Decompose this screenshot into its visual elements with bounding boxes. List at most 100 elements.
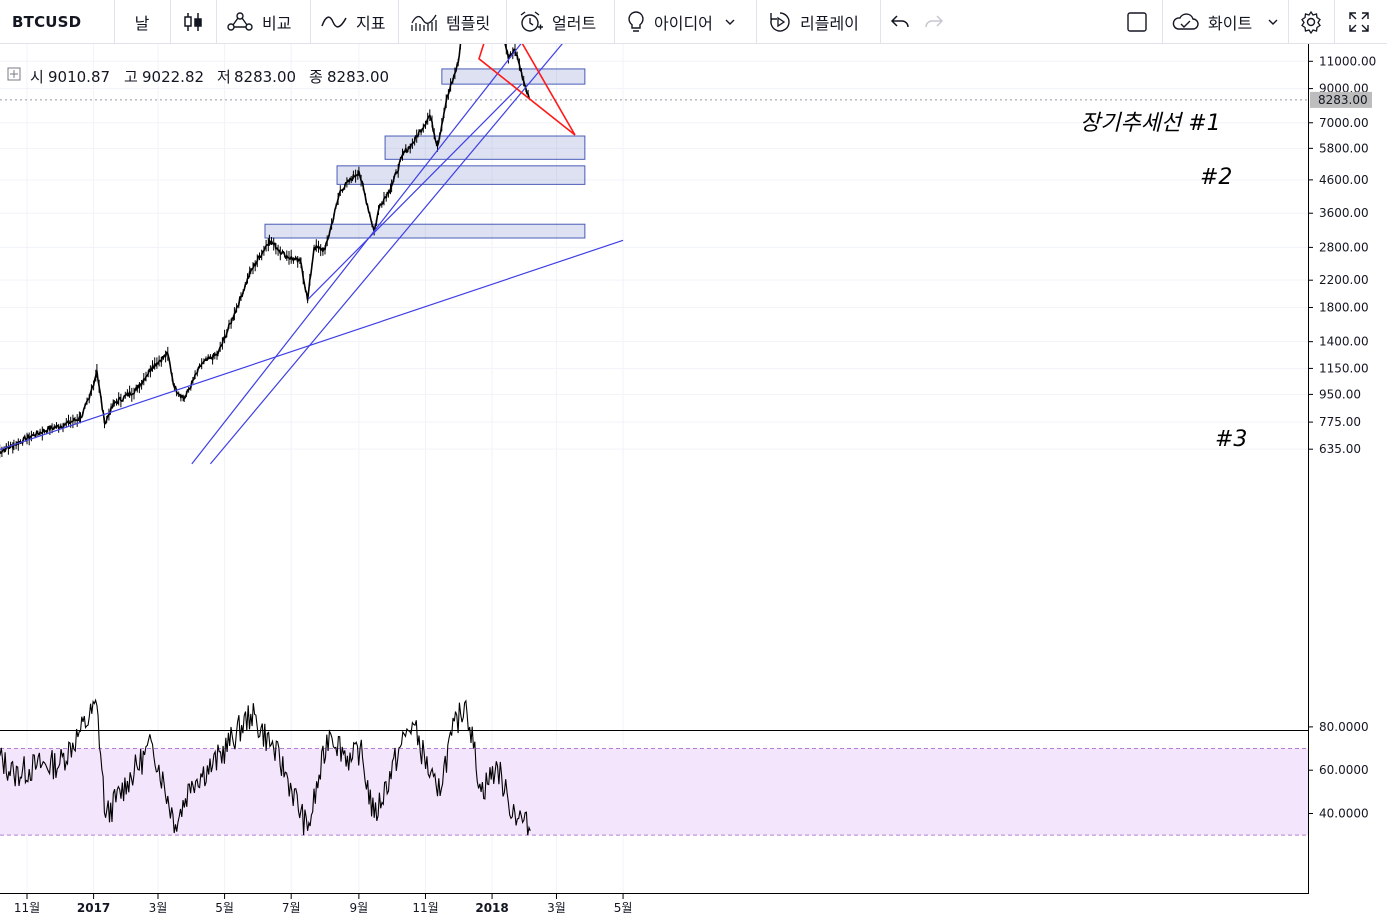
fullscreen-button[interactable] [1334,0,1384,44]
rsi-series [0,698,531,836]
square-icon [1127,12,1147,32]
alert-label: 얼러트 [552,14,597,33]
x-tick-label: 3월 [149,901,168,915]
price-zone [264,223,586,239]
pane-separator [0,730,1309,731]
price-line [0,44,531,454]
undo-button[interactable] [884,0,916,44]
alarm-clock-icon [520,11,543,32]
y-tick-label: 4600.00 [1319,173,1369,187]
y-tick-label: 1400.00 [1319,335,1369,349]
collapse-icon[interactable] [7,67,21,81]
open-label: 시 [30,68,44,86]
settings-button[interactable] [1288,0,1335,44]
y-tick-label: 1150.00 [1319,361,1369,375]
x-tick-label: 11월 [412,901,438,915]
y-tick-label: 11000.00 [1319,54,1376,68]
y-tick-label: 1800.00 [1319,300,1369,314]
open-value: 9010.87 [48,68,110,86]
theme-label: 화이트 [1208,14,1253,33]
close-value: 8283.00 [327,68,389,86]
plus-icon [10,70,18,78]
trendline-1-label: 장기추세선 #1 [1080,111,1221,136]
x-tick-label: 9월 [350,901,369,915]
rsi-line [0,698,531,836]
rsi-tick-label: 40.0000 [1319,807,1369,821]
theme-button[interactable]: 화이트 [1162,0,1289,44]
trendline [0,239,624,451]
toolbar: BTCUSD 날 비교 지표 템플릿 [0,0,1387,44]
replay-label: 리플레이 [800,14,859,33]
cloud-icon [1172,13,1199,30]
high-value: 9022.82 [142,68,204,86]
gear-icon [1301,10,1321,34]
compare-label: 비교 [262,14,292,33]
symbol-label: BTCUSD [12,13,82,31]
y-tick-label: 5800.00 [1319,141,1369,155]
trendline [308,83,522,300]
price-wicks [0,44,529,458]
red-triangle-outline [478,44,576,136]
chart-area[interactable]: 22000.0018000.0014000.0011000.009000.007… [0,44,1387,919]
alert-button[interactable]: 얼러트 [506,0,615,44]
lightbulb-icon [628,11,644,32]
chevron-down-icon [1268,19,1278,25]
last-price-label: 8283.00 [1318,93,1368,107]
x-tick-label: 5월 [614,901,633,915]
y-tick-label: 3600.00 [1319,206,1369,220]
y-tick-label: 775.00 [1319,415,1361,429]
x-tick-label: 2018 [475,901,508,915]
rsi-tick-label: 60.0000 [1319,763,1369,777]
rsi-tick-label: 80.0000 [1319,720,1369,734]
y-tick-label: 950.00 [1319,387,1361,401]
chart-type-button[interactable] [170,0,217,44]
undo-icon [890,15,909,28]
x-tick-label: 5월 [215,901,234,915]
x-tick-label: 3월 [547,901,566,915]
x-tick-label: 2017 [77,901,110,915]
price-zone [441,68,586,85]
rsi-band [0,748,1308,836]
x-tick-label: 7월 [282,901,301,915]
interval-button[interactable]: 날 [114,0,171,44]
price-zones[interactable] [264,68,586,239]
interval-label: 날 [134,14,150,33]
red-triangle[interactable] [478,44,576,136]
indicators-icon [321,16,347,28]
time-axis[interactable]: 11월 2017 3월 5월 7월 9월 11월 2018 3월 5월 [14,893,633,915]
templates-icon [411,14,437,31]
time-axis-border [0,893,1309,894]
templates-button[interactable]: 템플릿 [398,0,507,44]
replay-button[interactable]: 리플레이 [756,0,881,44]
price-zone [336,165,586,185]
replay-icon [770,12,790,32]
rsi-axis[interactable]: 80.0000 60.0000 40.0000 [1308,720,1369,821]
trendlines[interactable] [0,44,624,465]
compare-button[interactable]: 비교 [216,0,311,44]
ideas-button[interactable]: 아이디어 [614,0,757,44]
price-series[interactable] [0,44,531,458]
trendline-2-label: #2 [1200,165,1232,190]
high-label: 고 [124,68,138,86]
trendline [191,44,522,465]
y-tick-label: 2200.00 [1319,273,1369,287]
trendline [209,44,563,465]
trendline-3-label: #3 [1215,427,1247,452]
redo-button[interactable] [918,0,950,44]
last-price-box [1310,91,1372,108]
gridlines [0,44,1308,893]
redo-icon [925,15,944,28]
rsi-band-fill [0,748,1308,836]
chevron-down-icon [725,19,735,25]
y-tick-label: 2800.00 [1319,240,1369,254]
indicators-button[interactable]: 지표 [310,0,399,44]
y-tick-label: 635.00 [1319,442,1361,456]
y-tick-label: 7000.00 [1319,116,1369,130]
ideas-label: 아이디어 [654,14,713,33]
price-axis[interactable]: 22000.0018000.0014000.0011000.009000.007… [1308,44,1376,456]
last-price-tag: 8283.00 [1310,91,1372,108]
fullscreen-toggle-button[interactable] [1112,0,1163,44]
symbol-search[interactable]: BTCUSD [0,0,115,44]
expand-icon [1349,12,1369,32]
x-tick-label: 11월 [14,901,40,915]
